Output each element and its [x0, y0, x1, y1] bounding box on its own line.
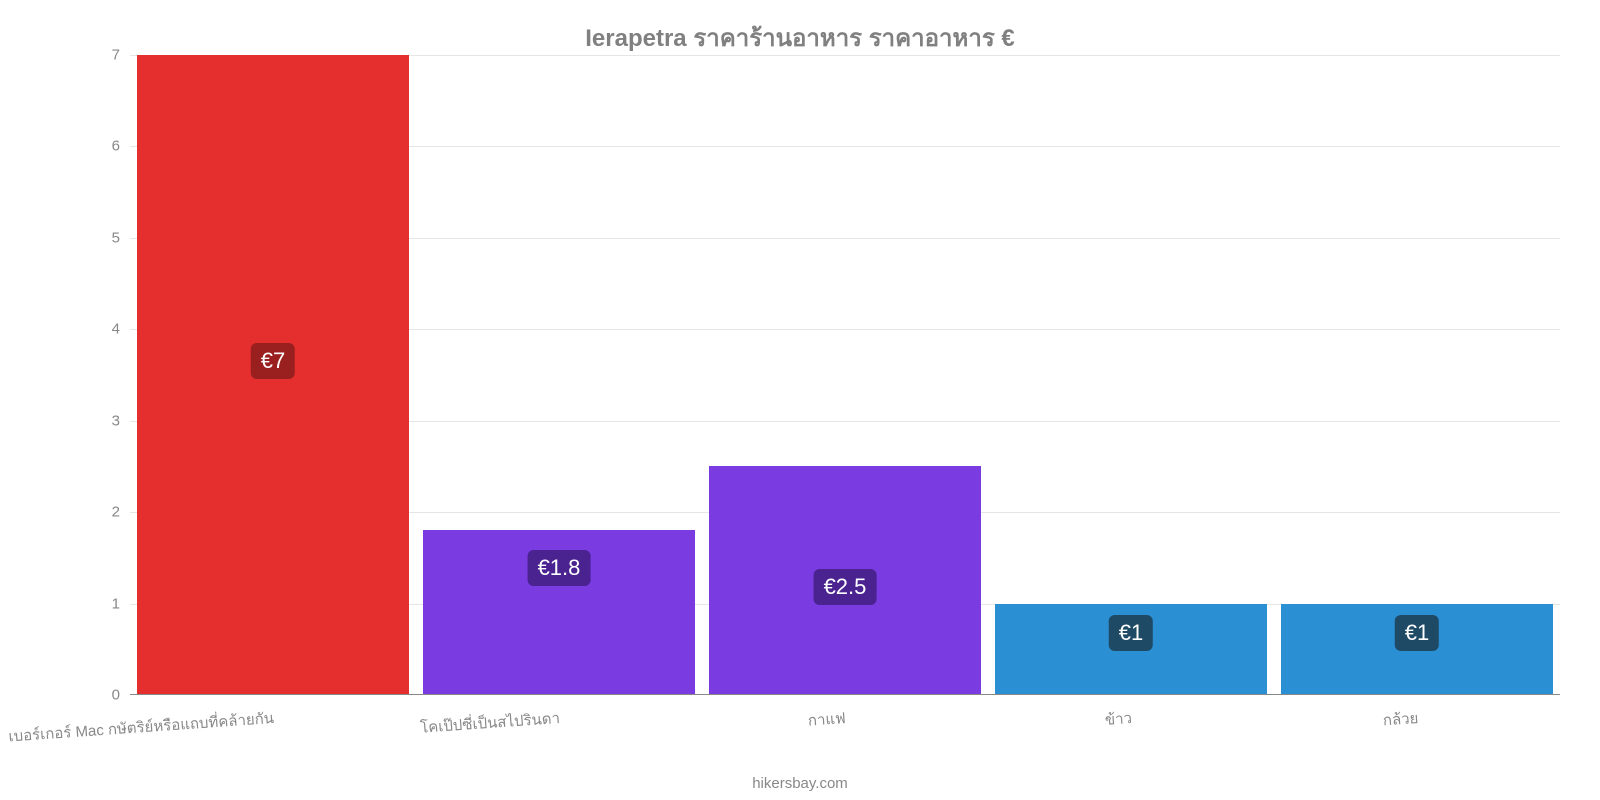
x-axis-baseline: [130, 694, 1560, 695]
x-axis-labels: เบอร์เกอร์ Mac กษัตริย์หรือแถบที่คล้ายกั…: [130, 700, 1560, 760]
chart-title: Ierapetra ราคาร้านอาหาร ราคาอาหาร €: [0, 18, 1600, 57]
y-tick-label: 0: [112, 687, 120, 704]
bar: €1: [995, 604, 1267, 695]
bar: €1: [1281, 604, 1553, 695]
bar-value-label: €1: [1109, 615, 1153, 651]
bar-value-label: €2.5: [814, 569, 877, 605]
bar: €7: [137, 55, 409, 695]
price-bar-chart: Ierapetra ราคาร้านอาหาร ราคาอาหาร € 0 1 2 3…: [0, 0, 1600, 800]
y-tick-label: 3: [112, 412, 120, 429]
y-tick-label: 6: [112, 138, 120, 155]
x-tick-label: กล้วย: [1382, 706, 1419, 732]
bar: €1.8: [423, 530, 695, 695]
y-tick-label: 7: [112, 47, 120, 64]
bar-value-label: €7: [251, 343, 295, 379]
attribution-text: hikersbay.com: [0, 775, 1600, 792]
x-tick-label: โคเป๊ปซี่เป็นสไปรินดา: [419, 706, 560, 740]
bars-layer: €7 €1.8 €2.5 €1 €1: [130, 55, 1560, 695]
bar-value-label: €1: [1395, 615, 1439, 651]
y-tick-label: 5: [112, 229, 120, 246]
x-tick-label: เบอร์เกอร์ Mac กษัตริย์หรือแถบที่คล้ายกั…: [8, 706, 275, 749]
y-tick-label: 1: [112, 595, 120, 612]
y-tick-label: 2: [112, 504, 120, 521]
bar-value-label: €1.8: [528, 550, 591, 586]
plot-area: 01234567 €7€1.8€2.5€1€1: [130, 55, 1560, 695]
y-tick-label: 4: [112, 321, 120, 338]
bar: €2.5: [709, 466, 981, 695]
x-tick-label: กาแฟ: [807, 706, 846, 733]
x-tick-label: ข้าว: [1104, 706, 1133, 732]
